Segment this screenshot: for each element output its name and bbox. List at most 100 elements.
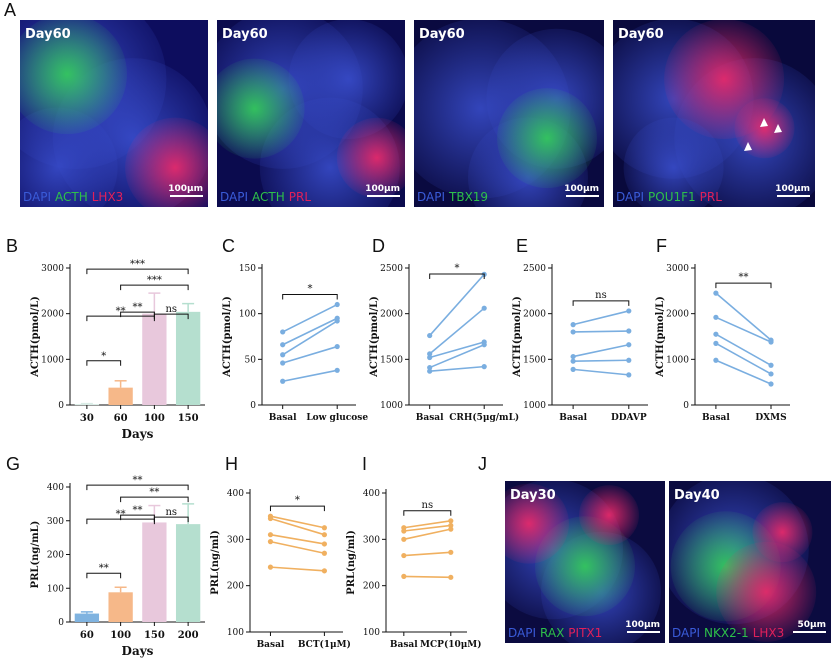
subject-line (715, 292, 772, 341)
y-tick-label: 150 (239, 264, 256, 274)
data-point (267, 515, 274, 522)
fluorescence-blob (752, 502, 813, 563)
data-point (401, 528, 407, 534)
micrograph-day-label: Day30 (510, 488, 556, 503)
micrograph-acth-lhx3: Day60 DAPI ACTH LHX3 100μm (20, 20, 208, 207)
significance-label: * (101, 351, 106, 362)
stain-label: PITX1 (568, 626, 602, 640)
subject-line (270, 540, 325, 555)
subject-line (429, 307, 485, 355)
data-point (481, 342, 487, 348)
panel-label-b: B (6, 236, 18, 256)
significance-label: ** (738, 272, 748, 283)
subject-line (429, 341, 485, 359)
significance-bracket (86, 572, 122, 579)
scale-bar-label: 100μm (365, 184, 400, 194)
subject-line (715, 342, 772, 375)
data-point (626, 372, 632, 378)
stain-label: LHX3 (92, 190, 124, 204)
significance-bracket (86, 484, 189, 491)
y-tick-label: 100 (363, 628, 380, 638)
chart-b-acth-days: 0 1000 2000 3000 ACTH(pmol/L) 30 60 100 150 Days *… (30, 259, 205, 441)
subject-line (715, 333, 772, 366)
bar (74, 613, 100, 622)
micrograph-stain-legend: DAPI ACTH LHX3 (23, 190, 123, 204)
data-point (321, 541, 327, 547)
x-axis-label: Days (122, 427, 154, 441)
scale-bar-label: 100μm (775, 184, 810, 194)
y-tick-label: 2500 (380, 264, 403, 274)
x-tick-label: Basal (416, 413, 444, 423)
data-point (321, 532, 327, 538)
data-point (570, 358, 576, 364)
fluorescence-blob (20, 20, 127, 135)
significance-bracket (269, 505, 325, 512)
significance-label: ** (116, 509, 126, 520)
micrograph-fluorescence (217, 20, 405, 207)
x-tick-label: 60 (80, 630, 94, 641)
data-point (768, 339, 774, 345)
y-tick-label: 2000 (41, 310, 64, 320)
micrograph-fluorescence (505, 481, 661, 643)
x-tick-label: 100 (144, 413, 165, 424)
micrograph-tbx19: Day60 DAPI TBX19 100μm (414, 20, 604, 207)
data-point (334, 318, 340, 324)
x-tick-label: DXMS (755, 413, 786, 423)
significance-label: *** (130, 259, 145, 270)
data-point (481, 305, 487, 311)
data-point (626, 308, 632, 314)
y-tick-label: 300 (363, 535, 380, 545)
data-point (334, 367, 340, 373)
scale-bar (777, 195, 810, 197)
micrograph-stain-legend: DAPI RAX PITX1 (508, 626, 602, 640)
fluorescence-blob (217, 58, 305, 159)
y-tick-label: 0 (250, 401, 256, 411)
data-point (267, 564, 274, 570)
micrograph-fluorescence (669, 481, 817, 642)
x-axis-label: Days (122, 644, 154, 658)
data-point (280, 342, 286, 348)
data-point (280, 352, 286, 358)
stain-label: DAPI (23, 190, 51, 204)
significance-bracket (572, 300, 630, 306)
chart-h-bct: 100 200 300 400 PRL(ng/ml) Basal BCT(1μM) * (210, 489, 351, 650)
significance-bracket (120, 496, 189, 503)
stain-label: DAPI (672, 626, 700, 640)
micrograph-acth-prl: Day60 DAPI ACTH PRL 100μm (217, 20, 405, 207)
subject-line (572, 343, 629, 358)
data-point (401, 552, 407, 559)
x-tick-label: 100 (110, 630, 131, 641)
y-tick-label: 300 (227, 535, 244, 545)
data-point (570, 329, 576, 335)
subject-line (270, 566, 325, 572)
significance-label: ns (165, 507, 177, 518)
x-tick-label: Basal (269, 413, 297, 423)
subject-line (270, 517, 325, 536)
subject-line (403, 551, 451, 557)
panel-label-f: F (656, 236, 667, 256)
y-axis-label: ACTH(pmol/L) (30, 296, 41, 378)
data-point (768, 381, 774, 387)
y-axis-label: PRL(ng/ml) (346, 530, 357, 595)
micrograph-fluorescence (414, 20, 604, 207)
arrowhead-icon (774, 124, 782, 133)
y-tick-label: 1000 (666, 355, 689, 365)
micrograph-fluorescence (20, 20, 208, 207)
x-tick-label: Basal (559, 413, 587, 423)
panel-label-d: D (372, 236, 385, 256)
scale-bar-label: 100μm (625, 620, 660, 630)
data-point (448, 549, 454, 555)
x-tick-label: 150 (178, 413, 199, 424)
data-point (713, 357, 719, 363)
y-tick-label: 100 (47, 584, 64, 594)
y-tick-label: 50 (245, 355, 257, 365)
arrowhead-icon (744, 142, 752, 151)
data-point (768, 362, 774, 368)
bar (175, 524, 201, 622)
stain-label: PRL (700, 190, 723, 204)
x-tick-label: 60 (114, 413, 128, 424)
micrograph-day-label: Day60 (618, 27, 664, 42)
y-tick-label: 100 (239, 310, 256, 320)
significance-label: * (307, 284, 312, 295)
data-point (481, 364, 487, 370)
